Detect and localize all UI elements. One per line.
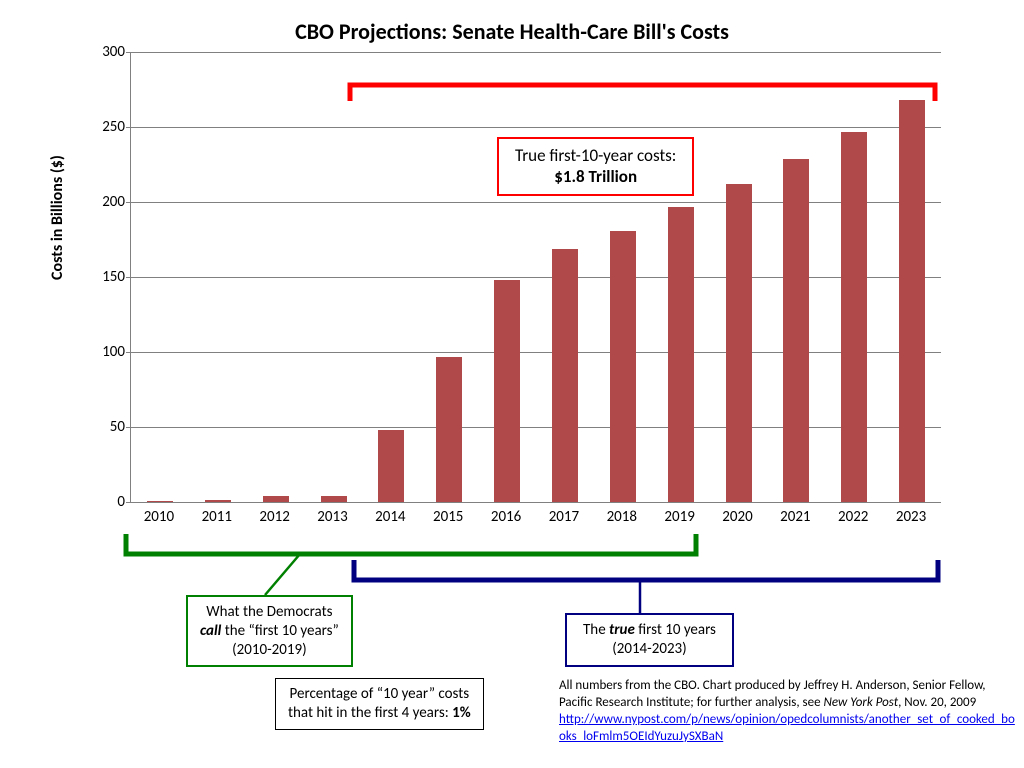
bar bbox=[378, 430, 404, 502]
x-tick-label: 2021 bbox=[775, 508, 815, 526]
footnote-link-line2[interactable]: oks_loFmlm5OEIdYuzuJySXBaN bbox=[559, 729, 723, 744]
democrats-line2-em: call bbox=[200, 622, 221, 640]
y-tickmark bbox=[126, 502, 131, 503]
x-tick-label: 2018 bbox=[602, 508, 642, 526]
x-tick-label: 2012 bbox=[255, 508, 295, 526]
y-tick-label: 250 bbox=[85, 118, 125, 136]
blue-bracket bbox=[354, 560, 938, 580]
true-cost-line1: True first-10-year costs: bbox=[515, 145, 676, 166]
y-tickmark bbox=[126, 277, 131, 278]
democrats-line2-post: the “first 10 years” bbox=[221, 622, 338, 640]
true-years-pre: The bbox=[583, 621, 609, 639]
percentage-callout: Percentage of “10 year” costs that hit i… bbox=[275, 678, 484, 730]
footnote-line2: Pacific Research Institute; for further … bbox=[559, 695, 1015, 712]
gridline bbox=[131, 427, 941, 428]
true-cost-callout: True first-10-year costs: $1.8 Trillion bbox=[497, 137, 694, 196]
footnote: All numbers from the CBO. Chart produced… bbox=[559, 678, 1015, 746]
footnote-line2-pre: Pacific Research Institute; for further … bbox=[559, 695, 824, 710]
true-years-em: true bbox=[609, 621, 635, 639]
y-tick-label: 150 bbox=[85, 268, 125, 286]
bar bbox=[726, 184, 752, 502]
chart-title: CBO Projections: Senate Health-Care Bill… bbox=[0, 18, 1024, 45]
page-root: CBO Projections: Senate Health-Care Bill… bbox=[0, 0, 1024, 768]
x-tick-label: 2019 bbox=[660, 508, 700, 526]
bar bbox=[552, 249, 578, 503]
y-tickmark bbox=[126, 127, 131, 128]
footnote-line2-em: New York Post bbox=[824, 695, 899, 710]
democrats-line3: (2010-2019) bbox=[200, 641, 339, 660]
bar bbox=[436, 357, 462, 503]
true-years-post: first 10 years bbox=[635, 621, 716, 639]
democrats-line2: call the “first 10 years” bbox=[200, 622, 339, 641]
pct-line2: that hit in the first 4 years: 1% bbox=[288, 704, 471, 723]
gridline bbox=[131, 352, 941, 353]
gridline bbox=[131, 202, 941, 203]
footnote-link-line1[interactable]: http://www.nypost.com/p/news/opinion/ope… bbox=[559, 712, 1015, 727]
bar bbox=[610, 231, 636, 503]
true-years-line2: (2014-2023) bbox=[583, 640, 716, 659]
gridline bbox=[131, 277, 941, 278]
x-tick-label: 2017 bbox=[544, 508, 584, 526]
pct-line1: Percentage of “10 year” costs bbox=[288, 685, 471, 704]
bar bbox=[899, 100, 925, 502]
y-tick-label: 300 bbox=[85, 43, 125, 61]
footnote-line2-post: , Nov. 20, 2009 bbox=[898, 695, 976, 710]
democrats-callout: What the Democrats call the “first 10 ye… bbox=[186, 595, 353, 667]
x-tick-label: 2016 bbox=[486, 508, 526, 526]
x-tick-label: 2013 bbox=[313, 508, 353, 526]
y-tickmark bbox=[126, 427, 131, 428]
plot-area bbox=[130, 52, 941, 503]
footnote-line1: All numbers from the CBO. Chart produced… bbox=[559, 678, 1015, 695]
gridline bbox=[131, 127, 941, 128]
bar bbox=[783, 159, 809, 503]
y-tickmark bbox=[126, 352, 131, 353]
bar bbox=[147, 501, 173, 502]
green-connector bbox=[265, 554, 300, 595]
bar bbox=[494, 280, 520, 502]
pct-line2-pre: that hit in the first 4 years: bbox=[288, 704, 452, 722]
y-tick-label: 0 bbox=[85, 493, 125, 511]
true-cost-amount: $1.8 Trillion bbox=[515, 166, 676, 187]
y-tick-label: 50 bbox=[85, 418, 125, 436]
democrats-line1: What the Democrats bbox=[200, 603, 339, 622]
pct-line2-bold: 1% bbox=[452, 704, 471, 722]
y-tickmark bbox=[126, 52, 131, 53]
y-tick-label: 100 bbox=[85, 343, 125, 361]
bar bbox=[321, 496, 347, 502]
gridline bbox=[131, 52, 941, 53]
y-axis-label: Costs in Billions ($) bbox=[48, 155, 67, 280]
true-years-line1: The true first 10 years bbox=[583, 621, 716, 640]
x-tick-label: 2011 bbox=[197, 508, 237, 526]
bar bbox=[668, 207, 694, 503]
y-tick-label: 200 bbox=[85, 193, 125, 211]
true-years-callout: The true first 10 years (2014-2023) bbox=[565, 613, 734, 667]
x-tick-label: 2014 bbox=[370, 508, 410, 526]
x-tick-label: 2020 bbox=[718, 508, 758, 526]
x-tick-label: 2015 bbox=[428, 508, 468, 526]
y-tickmark bbox=[126, 202, 131, 203]
x-tick-label: 2023 bbox=[891, 508, 931, 526]
x-tick-label: 2010 bbox=[139, 508, 179, 526]
green-bracket bbox=[126, 534, 696, 554]
bar bbox=[263, 496, 289, 502]
bar bbox=[841, 132, 867, 503]
bar bbox=[205, 500, 231, 502]
x-tick-label: 2022 bbox=[833, 508, 873, 526]
